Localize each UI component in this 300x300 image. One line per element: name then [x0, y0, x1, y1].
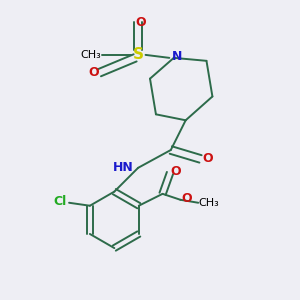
- Text: S: S: [133, 47, 144, 62]
- Text: CH₃: CH₃: [198, 198, 219, 208]
- Text: O: O: [171, 165, 181, 178]
- Text: CH₃: CH₃: [80, 50, 101, 60]
- Text: O: O: [88, 66, 99, 79]
- Text: O: O: [202, 152, 213, 165]
- Text: O: O: [136, 16, 146, 29]
- Text: Cl: Cl: [53, 195, 67, 208]
- Text: O: O: [181, 192, 192, 205]
- Text: N: N: [172, 50, 182, 63]
- Text: HN: HN: [113, 161, 134, 174]
